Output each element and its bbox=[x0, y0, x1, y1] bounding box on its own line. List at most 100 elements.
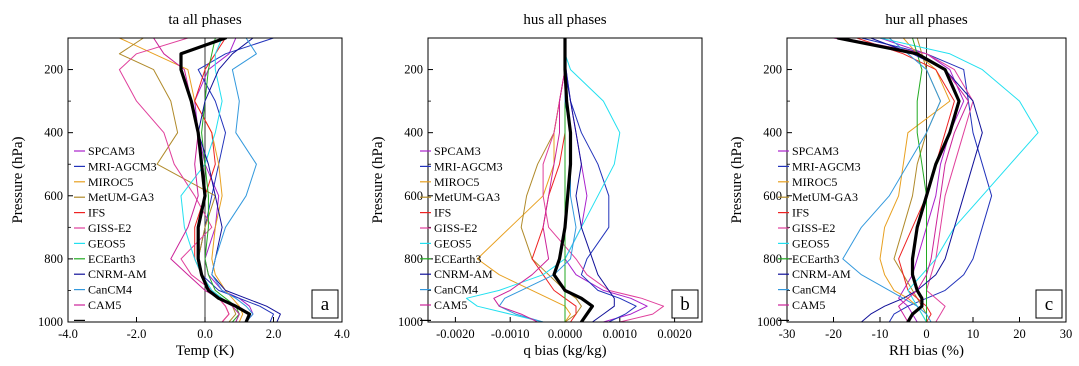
legend-item-giss-e2: GISS-E2 bbox=[88, 221, 131, 235]
legend-item-cam5: CAM5 bbox=[792, 298, 825, 312]
x-axis-label: RH bias (%) bbox=[889, 343, 964, 359]
plot-area bbox=[465, 38, 665, 322]
y-tick-label: 400 bbox=[763, 126, 782, 140]
series-line-miroc5 bbox=[879, 38, 951, 322]
legend-item-ecearth3: ECEarth3 bbox=[792, 252, 839, 266]
plot-frame bbox=[427, 37, 703, 323]
y-tick-label: 600 bbox=[44, 189, 63, 203]
plot-area bbox=[118, 38, 281, 322]
series-line-cnrm-am bbox=[197, 38, 281, 322]
legend-item-cancm4: CanCM4 bbox=[792, 283, 836, 297]
series-line-giss-e2 bbox=[842, 38, 974, 322]
panel-a: ta all phases Temp (K) Pressure (hPa) -4.0 -… bbox=[10, 12, 350, 359]
legend-item-giss-e2: GISS-E2 bbox=[792, 221, 835, 235]
legend-item-cnrm-am: CNRM-AM bbox=[88, 267, 147, 281]
series-line-mean bbox=[836, 38, 961, 322]
legend-item-cnrm-am: CNRM-AM bbox=[434, 267, 493, 281]
panel-letter: b bbox=[680, 294, 690, 315]
legend-item-cancm4: CanCM4 bbox=[434, 283, 478, 297]
series-line-ecearth3 bbox=[912, 38, 927, 322]
panel-c: hur all phases RH bias (%) Pressure (hPa) -… bbox=[729, 12, 1072, 359]
y-tick-label: 200 bbox=[763, 63, 782, 77]
x-tick-label: 20 bbox=[1013, 327, 1026, 341]
y-tick-label: 200 bbox=[404, 63, 423, 77]
panel-letter-box bbox=[311, 289, 339, 319]
series-line-geos5 bbox=[879, 38, 1039, 322]
legend-item-metum-ga3: MetUM-GA3 bbox=[792, 190, 858, 204]
panel-letter-box bbox=[1035, 289, 1063, 319]
legend-item-mri-agcm3: MRI-AGCM3 bbox=[792, 159, 861, 173]
x-tick-label: 2.0 bbox=[266, 327, 282, 341]
x-tick-label: -2.0 bbox=[127, 327, 147, 341]
x-tick-label: 0 bbox=[923, 327, 929, 341]
legend-item-spcam3: SPCAM3 bbox=[792, 144, 839, 158]
x-tick-label: 10 bbox=[967, 327, 980, 341]
legend-item-miroc5: MIROC5 bbox=[792, 175, 837, 189]
y-tick-label: 400 bbox=[44, 126, 63, 140]
panel-title: hur all phases bbox=[885, 12, 968, 28]
series-line-miroc5 bbox=[119, 38, 244, 322]
x-tick-label: -10 bbox=[872, 327, 889, 341]
series-line-cam5 bbox=[153, 38, 240, 322]
legend-item-cnrm-am: CNRM-AM bbox=[792, 267, 851, 281]
y-tick-label: 800 bbox=[763, 252, 782, 266]
series-line-cancm4 bbox=[842, 38, 941, 322]
y-tick-label: 600 bbox=[404, 189, 423, 203]
series-line-cancm4 bbox=[211, 38, 257, 322]
panel-letter-box bbox=[671, 289, 699, 319]
legend-item-ecearth3: ECEarth3 bbox=[434, 252, 481, 266]
series-line-mean bbox=[179, 38, 252, 322]
x-axis-label: Temp (K) bbox=[176, 343, 235, 359]
series-line-cam5 bbox=[833, 38, 969, 322]
legend-item-miroc5: MIROC5 bbox=[88, 175, 133, 189]
plot-frame bbox=[786, 37, 1067, 323]
panel-letter: c bbox=[1045, 294, 1053, 315]
legend-item-ifs: IFS bbox=[434, 206, 451, 220]
panel-title: hus all phases bbox=[523, 12, 606, 28]
y-axis-label: Pressure (hPa) bbox=[729, 136, 745, 223]
legend-item-cam5: CAM5 bbox=[88, 298, 121, 312]
y-tick-label: 200 bbox=[44, 63, 63, 77]
x-tick-label: 30 bbox=[1060, 327, 1073, 341]
legend-item-miroc5: MIROC5 bbox=[434, 175, 479, 189]
y-axis-label: Pressure (hPa) bbox=[10, 136, 26, 223]
y-tick-label: 1000 bbox=[38, 315, 63, 329]
panel-b: hus all phases q bias (kg/kg) Pressure (hP… bbox=[370, 12, 703, 359]
x-tick-label: -0.0020 bbox=[436, 327, 475, 341]
y-tick-label: 800 bbox=[44, 252, 63, 266]
legend-item-geos5: GEOS5 bbox=[792, 236, 829, 250]
x-tick-label: -30 bbox=[779, 327, 796, 341]
y-tick-label: 800 bbox=[404, 252, 423, 266]
series-line-mri-agcm3 bbox=[564, 38, 637, 322]
x-tick-label: 0.0000 bbox=[548, 327, 582, 341]
x-tick-label: 0.0 bbox=[197, 327, 213, 341]
series-line-cnrm-am bbox=[861, 38, 983, 322]
series-line-cam5 bbox=[493, 38, 566, 322]
legend-item-ecearth3: ECEarth3 bbox=[88, 252, 135, 266]
legend-item-metum-ga3: MetUM-GA3 bbox=[434, 190, 500, 204]
x-tick-label: -20 bbox=[825, 327, 842, 341]
series-line-mean bbox=[552, 38, 594, 322]
legend-item-spcam3: SPCAM3 bbox=[434, 144, 481, 158]
legend-item-geos5: GEOS5 bbox=[88, 236, 125, 250]
series-line-giss-e2 bbox=[118, 38, 230, 322]
x-tick-label: -4.0 bbox=[58, 327, 78, 341]
legend-item-ifs: IFS bbox=[792, 206, 809, 220]
y-tick-label: 600 bbox=[763, 189, 782, 203]
x-axis-label: q bias (kg/kg) bbox=[523, 343, 606, 359]
panel-letter: a bbox=[321, 294, 330, 315]
panel-title: ta all phases bbox=[168, 12, 241, 28]
y-tick-label: 1000 bbox=[398, 315, 423, 329]
x-tick-label: -0.0010 bbox=[491, 327, 530, 341]
legend-item-mri-agcm3: MRI-AGCM3 bbox=[434, 159, 503, 173]
x-tick-label: 4.0 bbox=[334, 327, 350, 341]
y-tick-label: 1000 bbox=[757, 315, 782, 329]
legend-item-cam5: CAM5 bbox=[434, 298, 467, 312]
legend-item-cancm4: CanCM4 bbox=[88, 283, 132, 297]
x-tick-label: 0.0020 bbox=[657, 327, 691, 341]
x-tick-label: 0.0010 bbox=[603, 327, 637, 341]
